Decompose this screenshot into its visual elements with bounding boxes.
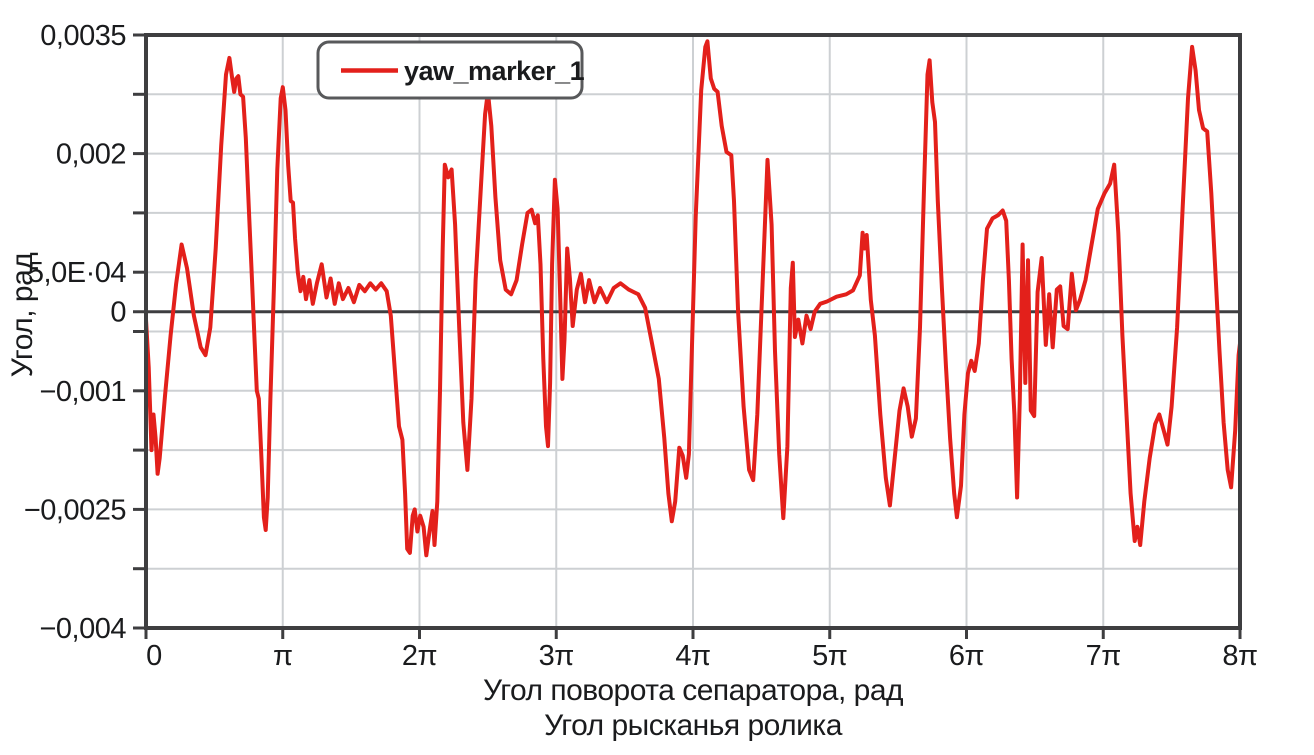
y-tick-label: 0,0035: [40, 20, 126, 52]
legend-box: yaw_marker_1: [316, 40, 585, 100]
series-lines: [144, 39, 1242, 558]
series-yaw_marker_1: [144, 39, 1242, 558]
x-axis-title-line1: Угол поворота сепаратора, рад: [483, 674, 903, 707]
x-tick-label: 8π: [1222, 640, 1257, 672]
x-tick-label: 5π: [812, 640, 847, 672]
y-tick-label: 0,002: [56, 139, 126, 171]
y-tick-label: −0,004: [39, 613, 126, 645]
x-tick-label: 3π: [539, 640, 574, 672]
legend-border: [316, 40, 584, 100]
y-axis-title: Угол, рад: [6, 253, 39, 378]
x-tick-label: 2π: [402, 640, 437, 672]
y-tick-label: 0: [110, 297, 126, 329]
y-tick-label: −0,0025: [24, 494, 126, 526]
x-tick-label: 7π: [1086, 640, 1121, 672]
tick-labels: 0,0035 0,002 5,0E·04 0 −0,001 −0,0025 −0,004 0 π…: [24, 20, 1258, 672]
y-tick-label: −0,001: [39, 376, 126, 408]
x-tick-label: 6π: [949, 640, 984, 672]
axis-ticks: [133, 33, 1242, 639]
x-tick-label: π: [273, 640, 293, 672]
x-axis-title-line2: Угол рысканья ролика: [544, 709, 843, 742]
x-tick-label: 4π: [675, 640, 710, 672]
x-tick-label: 0: [146, 640, 162, 672]
legend-series-label: yaw_marker_1: [404, 56, 585, 86]
gridlines: [146, 35, 1240, 628]
y-tick-label: 5,0E·04: [28, 257, 126, 289]
